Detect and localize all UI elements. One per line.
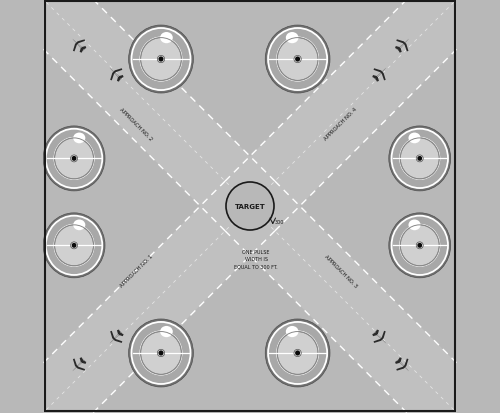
Circle shape [158, 351, 164, 356]
Circle shape [226, 183, 274, 230]
Text: 300: 300 [275, 220, 284, 225]
Ellipse shape [46, 216, 102, 275]
Polygon shape [80, 47, 86, 54]
Polygon shape [395, 357, 402, 364]
Ellipse shape [286, 33, 298, 44]
Polygon shape [372, 76, 379, 83]
Ellipse shape [128, 26, 194, 94]
Polygon shape [110, 69, 122, 81]
Polygon shape [374, 69, 386, 81]
Ellipse shape [392, 129, 448, 189]
Polygon shape [396, 40, 408, 52]
Ellipse shape [43, 127, 105, 191]
Ellipse shape [286, 326, 298, 337]
Polygon shape [80, 357, 86, 364]
Ellipse shape [140, 38, 181, 81]
Polygon shape [73, 358, 85, 371]
Circle shape [158, 57, 164, 62]
Polygon shape [110, 331, 122, 343]
Polygon shape [110, 69, 122, 81]
Polygon shape [72, 40, 85, 52]
Text: APPROACH NO. 2: APPROACH NO. 2 [118, 107, 154, 141]
Text: TARGET: TARGET [234, 204, 266, 209]
Polygon shape [72, 359, 85, 371]
Polygon shape [374, 331, 386, 343]
Ellipse shape [277, 332, 318, 375]
Ellipse shape [389, 127, 450, 191]
Polygon shape [374, 69, 386, 81]
Polygon shape [117, 330, 123, 336]
Ellipse shape [46, 129, 102, 189]
Polygon shape [374, 331, 386, 344]
Polygon shape [117, 76, 123, 83]
Ellipse shape [132, 322, 190, 384]
Ellipse shape [400, 225, 439, 266]
Ellipse shape [73, 133, 86, 144]
Polygon shape [395, 47, 402, 54]
Ellipse shape [408, 133, 420, 144]
Polygon shape [372, 330, 379, 336]
Polygon shape [396, 359, 409, 371]
Ellipse shape [268, 29, 327, 91]
Ellipse shape [54, 139, 94, 179]
Text: APPROACH NO. 3: APPROACH NO. 3 [324, 253, 358, 288]
Ellipse shape [54, 225, 94, 266]
Ellipse shape [132, 29, 190, 91]
Circle shape [72, 243, 76, 248]
Circle shape [418, 157, 422, 161]
Ellipse shape [408, 220, 420, 231]
Ellipse shape [392, 216, 448, 275]
Polygon shape [73, 40, 85, 52]
Polygon shape [396, 40, 409, 52]
Ellipse shape [265, 319, 330, 387]
Ellipse shape [389, 214, 450, 278]
Ellipse shape [277, 38, 318, 81]
Circle shape [295, 351, 300, 356]
Ellipse shape [160, 33, 173, 44]
Ellipse shape [268, 322, 327, 384]
Ellipse shape [265, 26, 330, 94]
Text: APPROACH NO. 4: APPROACH NO. 4 [324, 107, 358, 141]
Circle shape [295, 57, 300, 62]
Ellipse shape [128, 319, 194, 387]
Ellipse shape [43, 214, 105, 278]
Ellipse shape [140, 332, 181, 375]
Circle shape [72, 157, 76, 161]
Ellipse shape [400, 139, 439, 179]
Ellipse shape [73, 220, 86, 231]
Circle shape [418, 243, 422, 248]
Text: APPROACH NO. 1: APPROACH NO. 1 [118, 253, 154, 288]
Ellipse shape [160, 326, 173, 337]
Polygon shape [110, 331, 122, 344]
Text: ONE PULSE
WIDTH IS
EQUAL TO 300 FT.: ONE PULSE WIDTH IS EQUAL TO 300 FT. [234, 250, 278, 269]
Polygon shape [396, 358, 408, 371]
